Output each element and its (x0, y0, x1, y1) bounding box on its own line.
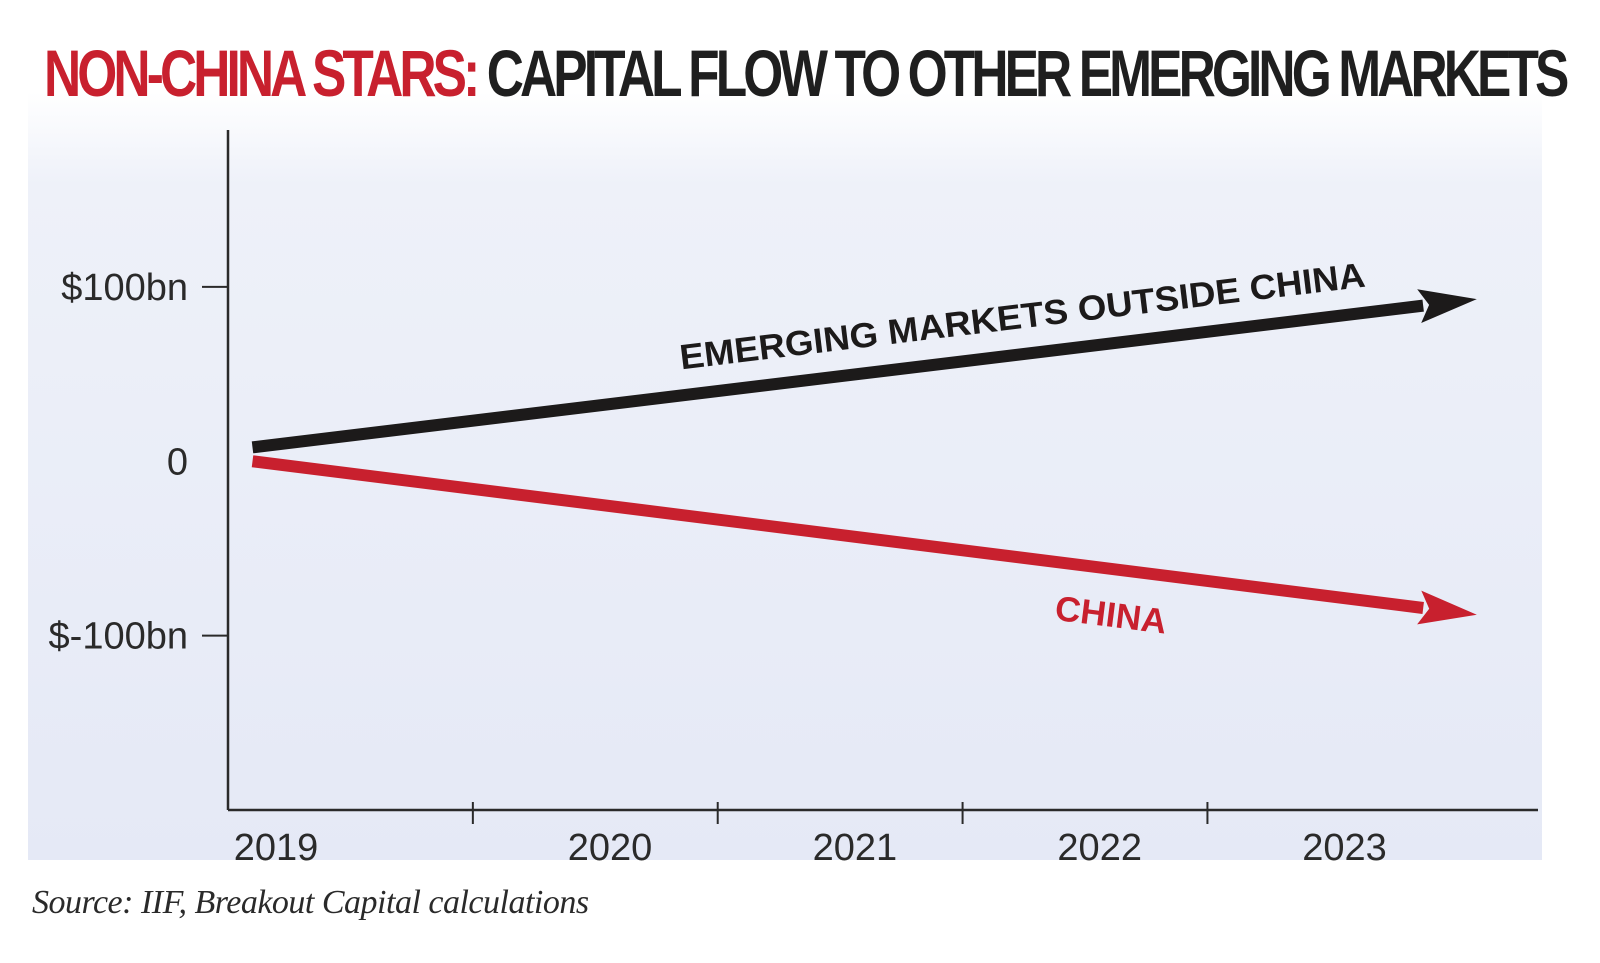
x-tick-label: 2019 (234, 827, 319, 869)
x-tick-label: 2023 (1302, 827, 1387, 869)
series-arrowhead-0 (1417, 289, 1477, 323)
y-tick-label: $100bn (61, 267, 188, 309)
source-note: Source: IIF, Breakout Capital calculatio… (32, 884, 589, 921)
x-tick-label: 2021 (813, 827, 898, 869)
chart-title-highlight: NON-CHINA STARS: (44, 36, 480, 110)
series-line-0 (251, 299, 1424, 454)
y-tick-label: 0 (167, 441, 188, 483)
y-tick-label: $-100bn (49, 616, 188, 658)
series-arrowhead-1 (1417, 590, 1477, 625)
series-label-1: CHINA (1053, 589, 1169, 642)
chart-title-rest: CAPITAL FLOW TO OTHER EMERGING MARKETS (476, 36, 1570, 110)
x-tick-label: 2020 (568, 827, 653, 869)
chart-title: NON-CHINA STARS: CAPITAL FLOW TO OTHER E… (44, 40, 1569, 106)
series-line-1 (251, 455, 1424, 614)
x-tick-label: 2022 (1057, 827, 1142, 869)
plot-background (28, 92, 1542, 860)
